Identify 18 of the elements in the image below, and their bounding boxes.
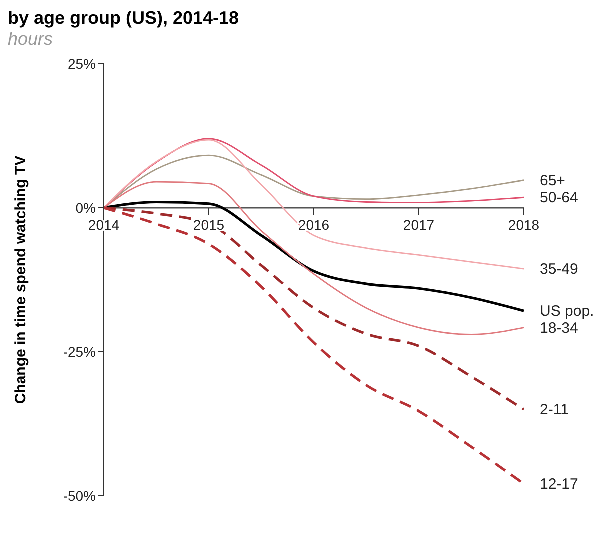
chart-subtitle: hours (8, 29, 54, 50)
y-tick-label: -25% (63, 344, 96, 360)
series-label: 2-11 (540, 402, 569, 419)
y-tick-label: 0% (76, 200, 96, 216)
y-tick-label: -50% (63, 488, 96, 504)
series-label: 50-64 (540, 190, 578, 207)
series-label: 12-17 (540, 476, 578, 493)
y-axis-title: Change in time spend watching TV (12, 156, 30, 404)
series-label: 18-34 (540, 320, 578, 337)
series-label: 35-49 (540, 261, 578, 278)
x-tick-label: 2018 (508, 217, 540, 233)
series-label: US pop. (540, 303, 594, 320)
chart-title: by age group (US), 2014-18 (8, 8, 240, 29)
x-tick-label: 2015 (193, 217, 225, 233)
series-label: 65+ (540, 172, 566, 190)
x-tick-label: 2016 (298, 217, 330, 233)
y-tick-label: 25% (68, 56, 96, 72)
x-tick-label: 2017 (403, 217, 435, 233)
